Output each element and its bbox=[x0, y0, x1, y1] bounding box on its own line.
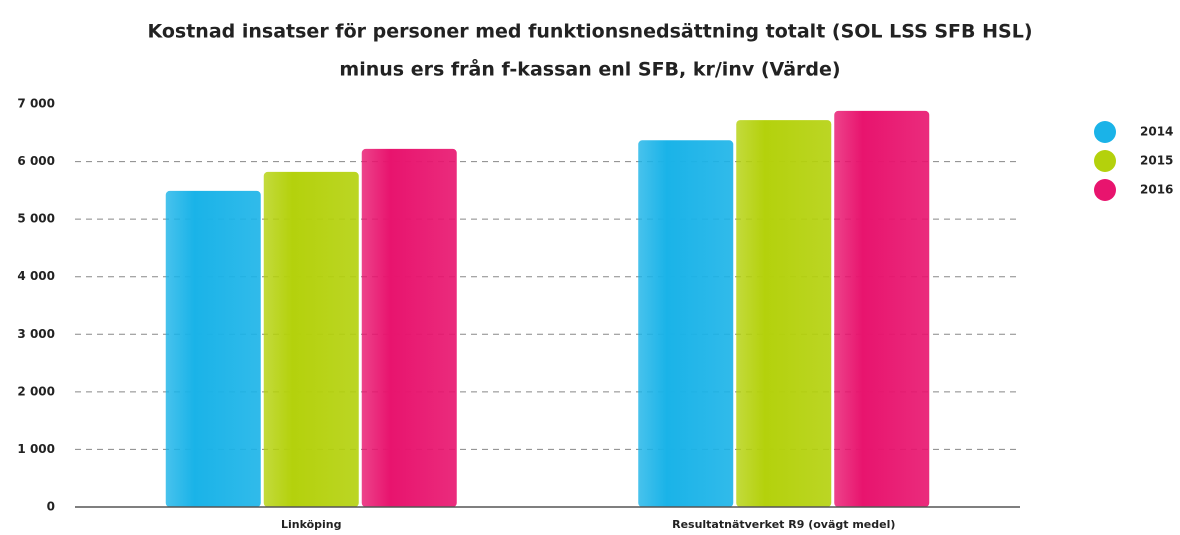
x-tick-label: Linköping bbox=[281, 518, 342, 531]
y-tick-label: 6 000 bbox=[17, 154, 55, 168]
legend-swatch bbox=[1094, 150, 1116, 172]
bar bbox=[361, 148, 457, 508]
y-tick-label: 2 000 bbox=[17, 384, 55, 398]
legend-swatch bbox=[1094, 179, 1116, 201]
y-tick-label: 3 000 bbox=[17, 327, 55, 341]
bar bbox=[736, 120, 832, 508]
bar bbox=[834, 110, 930, 507]
legend-swatch bbox=[1094, 121, 1116, 143]
y-tick-label: 4 000 bbox=[17, 269, 55, 283]
legend-label: 2014 bbox=[1140, 125, 1173, 139]
y-tick-label: 1 000 bbox=[17, 442, 55, 456]
bar bbox=[638, 140, 734, 507]
y-tick-label: 0 bbox=[47, 500, 55, 514]
x-tick-label: Resultatnätverket R9 (ovägt medel) bbox=[672, 518, 895, 531]
y-tick-label: 7 000 bbox=[17, 97, 55, 111]
legend-label: 2016 bbox=[1140, 183, 1173, 197]
bar bbox=[165, 190, 261, 507]
bar bbox=[263, 171, 359, 508]
y-tick-label: 5 000 bbox=[17, 212, 55, 226]
legend-label: 2015 bbox=[1140, 154, 1173, 168]
chart-title: Kostnad insatser för personer med funkti… bbox=[147, 21, 1032, 43]
chart-title: minus ers från f-kassan enl SFB, kr/inv … bbox=[339, 57, 840, 81]
